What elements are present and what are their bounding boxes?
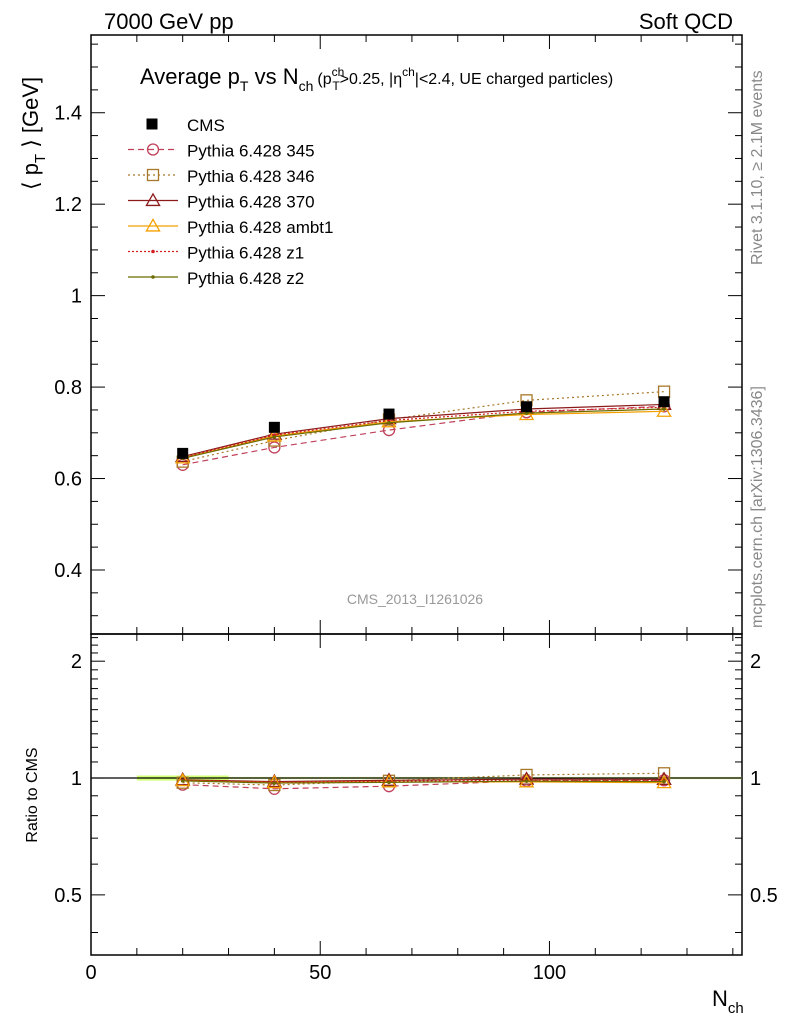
title-c2-sup: ch <box>402 65 415 79</box>
series-point-main <box>268 441 281 454</box>
series-point-ratio <box>174 772 191 787</box>
analysis-id: CMS_2013_I1261026 <box>347 591 483 607</box>
y-axis-label-pre: ⟨ p <box>18 163 43 190</box>
legend: CMS Pythia 6.428 345 Pythia 6.428 346 Pythi… <box>128 116 333 288</box>
series-point-main <box>272 435 277 439</box>
series-line-main <box>182 403 665 458</box>
series-point-ratio <box>518 771 535 785</box>
series-point-ratio <box>387 780 391 785</box>
series-point-main <box>657 385 671 398</box>
y-tick-label: 0.8 <box>54 377 82 399</box>
y-tick-label: 1.4 <box>54 103 82 125</box>
legend-label: Pythia 6.428 346 <box>187 167 315 186</box>
axis-ticks <box>90 35 742 955</box>
ratio-band <box>91 775 742 781</box>
y-tick-label: 1.2 <box>54 194 82 216</box>
legend-label: Pythia 6.428 ambt1 <box>187 218 333 237</box>
series-line-ratio <box>182 779 665 783</box>
title-c1: (p <box>317 71 331 88</box>
series-point-main <box>387 420 391 425</box>
ratio-plot-frame <box>90 633 743 956</box>
legend-marker <box>146 118 158 130</box>
ratio-y-label: Ratio to CMS <box>24 747 41 842</box>
series-point-ratio <box>662 779 666 784</box>
title-c1-sub: T <box>332 79 340 93</box>
ratio-tick-label-left: 1 <box>71 768 82 790</box>
series-point-ratio <box>381 772 397 786</box>
title-t2: vs N <box>248 64 298 89</box>
title-c2: >0.25, |η <box>340 71 402 88</box>
y-axis-label: ⟨ pT ⟩ [GeV] <box>18 77 49 190</box>
mcplots-label: mcplots.cern.ch [arXiv:1306.3436] <box>749 386 766 628</box>
legend-marker <box>146 168 160 182</box>
data-point <box>383 408 395 420</box>
series-point-main <box>381 413 397 428</box>
series-line-ratio <box>182 779 665 790</box>
data-point <box>658 396 670 408</box>
data-point <box>268 421 280 433</box>
x-axis-label: Nch <box>712 986 744 1017</box>
axis-tick-labels: 0 50 100 0.4 0.6 0.8 1 1.2 1.4 0.5 0.5 1 1 2 2 <box>54 103 778 984</box>
y-axis-label-post: ⟩ [GeV] <box>18 77 43 154</box>
series-point-main <box>266 426 283 440</box>
rivet-label: Rivet 3.1.10, ≥ 2.1M events <box>749 70 766 265</box>
data-point <box>521 401 533 413</box>
y-axis-label-sub: T <box>32 154 49 163</box>
header-right: Soft QCD <box>639 9 733 34</box>
series-point-ratio <box>272 781 277 785</box>
ratio-tick-label-left: 0.5 <box>54 885 82 907</box>
header-left: 7000 GeV pp <box>104 9 234 34</box>
legend-marker <box>145 192 161 207</box>
series-point-ratio <box>180 779 185 783</box>
title-t1-sub: T <box>240 78 249 94</box>
ratio-tick-label-right: 0.5 <box>750 885 778 907</box>
x-tick-label: 0 <box>85 962 96 984</box>
legend-marker <box>151 249 155 254</box>
x-tick-label: 100 <box>533 962 566 984</box>
x-axis-label-main: N <box>712 986 728 1011</box>
legend-label: Pythia 6.428 z2 <box>187 269 304 288</box>
ratio-tick-label-right: 2 <box>750 651 761 673</box>
series-point-main <box>662 407 666 411</box>
title-c3: |<2.4, UE charged particles) <box>415 71 613 88</box>
legend-label: CMS <box>187 116 225 135</box>
y-tick-label: 0.4 <box>54 560 82 582</box>
legend-marker <box>151 275 155 279</box>
series-point-main <box>524 411 529 415</box>
legend-marker <box>146 143 160 156</box>
x-tick-label: 50 <box>309 962 331 984</box>
legend-marker <box>145 218 161 232</box>
title-t1: Average p <box>140 64 240 89</box>
legend-label: Pythia 6.428 345 <box>187 142 315 161</box>
ratio-tick-label-right: 1 <box>750 768 761 790</box>
plot-title: Average pT vs Nch (pch T>0.25, |ηch|<2.4, … <box>140 64 613 94</box>
series-point-ratio <box>657 774 671 787</box>
legend-label: Pythia 6.428 z1 <box>187 244 304 263</box>
series-point-main <box>656 403 672 417</box>
series-point-ratio <box>656 771 672 785</box>
series-point-ratio <box>524 779 529 783</box>
ratio-tick-label-left: 2 <box>71 651 82 673</box>
y-tick-label: 0.6 <box>54 469 82 491</box>
x-axis-label-sub: ch <box>728 1000 744 1017</box>
title-c1-sup: ch <box>332 65 345 79</box>
y-tick-label: 1 <box>71 286 82 308</box>
legend-label: Pythia 6.428 370 <box>187 193 315 212</box>
series-group <box>174 385 672 795</box>
title-t2-sub: ch <box>299 78 314 94</box>
data-point <box>177 447 189 459</box>
